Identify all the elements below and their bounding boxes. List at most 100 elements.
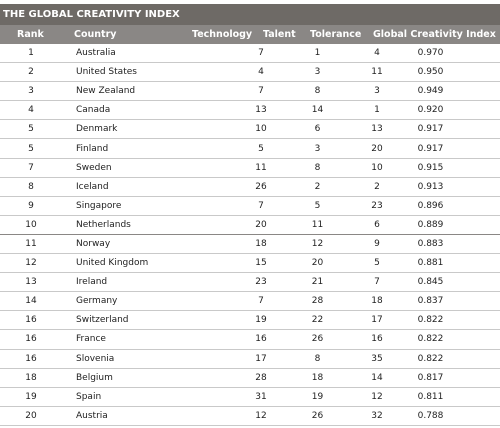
cell-technology: 11 — [176, 158, 300, 178]
cell-technology: 7 — [176, 196, 300, 216]
cell-talent: 8 — [300, 349, 335, 369]
cell-country: Switzerland — [62, 310, 176, 331]
cell-tolerance: 35 — [335, 349, 405, 369]
cell-tolerance: 1 — [335, 100, 405, 121]
cell-tolerance: 3 — [335, 81, 405, 102]
cell-rank: 16 — [0, 349, 62, 369]
cell-tolerance: 20 — [335, 138, 405, 159]
cell-country: Australia — [62, 44, 176, 64]
cell-country: Spain — [62, 387, 176, 407]
cell-gci: 0.817 — [405, 368, 500, 388]
table-body: 1 Australia 7 1 4 0.970 2 United States 4 3 11 0.95… — [0, 44, 500, 426]
column-header-gci: Global Creativity Index — [373, 29, 496, 40]
cell-tolerance: 6 — [335, 215, 405, 235]
table-row: 4 Canada 13 14 1 0.920 — [0, 100, 500, 121]
cell-gci: 0.949 — [405, 81, 500, 102]
cell-technology: 4 — [176, 62, 300, 83]
cell-rank: 12 — [0, 253, 62, 274]
table-row: 13 Ireland 23 21 7 0.845 — [0, 272, 500, 293]
cell-tolerance: 11 — [335, 62, 405, 83]
table-row: 10 Netherlands 20 11 6 0.889 — [0, 215, 500, 235]
cell-technology: 13 — [176, 100, 300, 121]
cell-rank: 4 — [0, 100, 62, 121]
column-header-rank: Rank — [17, 29, 44, 40]
cell-country: Finland — [62, 138, 176, 159]
column-header-country: Country — [74, 29, 117, 40]
cell-talent: 8 — [300, 81, 335, 102]
cell-technology: 23 — [176, 272, 300, 293]
column-header-talent: Talent — [263, 29, 296, 40]
cell-talent: 26 — [300, 406, 335, 426]
table-row: 11 Norway 18 12 9 0.883 — [0, 234, 500, 255]
cell-gci: 0.837 — [405, 291, 500, 312]
cell-technology: 7 — [176, 291, 300, 312]
cell-rank: 5 — [0, 119, 62, 140]
cell-tolerance: 23 — [335, 196, 405, 216]
table-row: 7 Sweden 11 8 10 0.915 — [0, 158, 500, 178]
cell-rank: 16 — [0, 329, 62, 350]
table-header-row: Rank Country Technology Talent Tolerance… — [0, 25, 500, 44]
cell-talent: 3 — [300, 62, 335, 83]
cell-country: Slovenia — [62, 349, 176, 369]
table-title: THE GLOBAL CREATIVITY INDEX — [0, 4, 500, 25]
cell-rank: 11 — [0, 234, 62, 255]
cell-tolerance: 17 — [335, 310, 405, 331]
cell-country: Denmark — [62, 119, 176, 140]
table-row: 16 France 16 26 16 0.822 — [0, 329, 500, 350]
cell-rank: 13 — [0, 272, 62, 293]
cell-talent: 11 — [300, 215, 335, 235]
cell-rank: 1 — [0, 44, 62, 64]
cell-country: Austria — [62, 406, 176, 426]
cell-rank: 3 — [0, 81, 62, 102]
cell-talent: 5 — [300, 196, 335, 216]
table-row: 19 Spain 31 19 12 0.811 — [0, 387, 500, 407]
table-row: 16 Switzerland 19 22 17 0.822 — [0, 310, 500, 331]
cell-technology: 7 — [176, 44, 300, 64]
cell-technology: 20 — [176, 215, 300, 235]
cell-talent: 28 — [300, 291, 335, 312]
cell-technology: 12 — [176, 406, 300, 426]
cell-gci: 0.970 — [405, 44, 500, 64]
table-row: 9 Singapore 7 5 23 0.896 — [0, 196, 500, 216]
table-row: 20 Austria 12 26 32 0.788 — [0, 406, 500, 426]
cell-tolerance: 5 — [335, 253, 405, 274]
cell-rank: 14 — [0, 291, 62, 312]
table-row: 5 Finland 5 3 20 0.917 — [0, 138, 500, 159]
cell-gci: 0.883 — [405, 234, 500, 255]
cell-technology: 17 — [176, 349, 300, 369]
cell-talent: 2 — [300, 177, 335, 197]
cell-tolerance: 14 — [335, 368, 405, 388]
cell-technology: 10 — [176, 119, 300, 140]
cell-talent: 6 — [300, 119, 335, 140]
cell-gci: 0.950 — [405, 62, 500, 83]
table-row: 1 Australia 7 1 4 0.970 — [0, 44, 500, 64]
cell-gci: 0.913 — [405, 177, 500, 197]
column-header-technology: Technology — [192, 29, 253, 40]
cell-technology: 7 — [176, 81, 300, 102]
cell-rank: 20 — [0, 406, 62, 426]
table-row: 16 Slovenia 17 8 35 0.822 — [0, 349, 500, 369]
column-header-tolerance: Tolerance — [310, 29, 362, 40]
cell-tolerance: 16 — [335, 329, 405, 350]
cell-rank: 9 — [0, 196, 62, 216]
cell-talent: 20 — [300, 253, 335, 274]
cell-country: Canada — [62, 100, 176, 121]
cell-technology: 19 — [176, 310, 300, 331]
cell-talent: 18 — [300, 368, 335, 388]
cell-technology: 28 — [176, 368, 300, 388]
cell-gci: 0.881 — [405, 253, 500, 274]
table-row: 5 Denmark 10 6 13 0.917 — [0, 119, 500, 140]
cell-talent: 19 — [300, 387, 335, 407]
cell-rank: 7 — [0, 158, 62, 178]
cell-rank: 10 — [0, 215, 62, 235]
cell-talent: 8 — [300, 158, 335, 178]
cell-gci: 0.896 — [405, 196, 500, 216]
cell-tolerance: 2 — [335, 177, 405, 197]
cell-country: Belgium — [62, 368, 176, 388]
cell-gci: 0.788 — [405, 406, 500, 426]
cell-talent: 12 — [300, 234, 335, 255]
cell-technology: 5 — [176, 138, 300, 159]
cell-gci: 0.917 — [405, 138, 500, 159]
table-row: 12 United Kingdom 15 20 5 0.881 — [0, 253, 500, 274]
